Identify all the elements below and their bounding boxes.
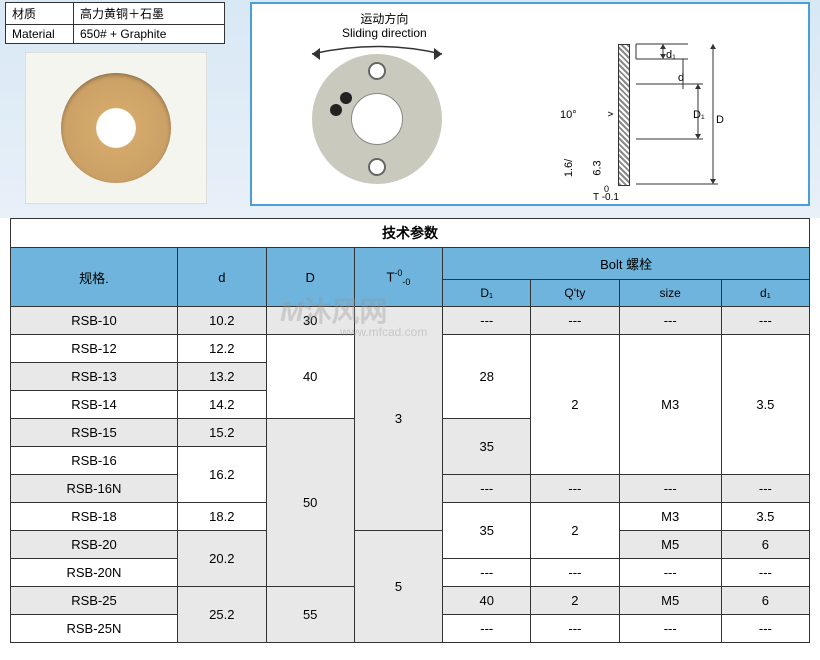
table-row: RSB-20 20.2 5 M5 6 <box>11 531 810 559</box>
table-row: RSB-10 10.2 30 3 --- --- --- --- <box>11 307 810 335</box>
col-d: d <box>177 248 266 307</box>
col-D1: D₁ <box>443 280 531 307</box>
material-table: 材质 高力黄铜＋石墨 Material 650# + Graphite <box>5 2 225 44</box>
surface1-label: 1.6/ <box>563 159 575 177</box>
table-title: 技术参数 <box>11 219 810 248</box>
angle-label: 10° <box>560 109 577 121</box>
dim-d-small: d <box>678 72 684 84</box>
dim-D: D <box>716 114 724 126</box>
dim-D1: D₁ <box>693 109 705 121</box>
side-view-diagram: d₁ d D₁ D 10° 1.6/ 6.3 T -0.1 0 <box>608 44 748 194</box>
col-d1: d₁ <box>721 280 809 307</box>
col-spec: 规格. <box>11 248 178 307</box>
material-label-en: Material <box>6 25 74 44</box>
dim-d1-small: d₁ <box>666 49 676 61</box>
col-size: size <box>619 280 721 307</box>
col-qty: Q'ty <box>531 280 619 307</box>
col-D: D <box>266 248 354 307</box>
spec-table: 技术参数 规格. d D T-0-0 Bolt 螺栓 D₁ Q'ty size … <box>10 218 810 643</box>
front-view-diagram <box>312 54 442 184</box>
top-section: 材质 高力黄铜＋石墨 Material 650# + Graphite 运动方向… <box>0 0 820 218</box>
material-value-cn: 高力黄铜＋石墨 <box>74 3 225 25</box>
col-bolt: Bolt 螺栓 <box>443 248 810 280</box>
material-value-en: 650# + Graphite <box>74 25 225 44</box>
left-column: 材质 高力黄铜＋石墨 Material 650# + Graphite <box>0 0 240 208</box>
product-image <box>25 52 207 204</box>
tol-zero: 0 <box>604 184 609 194</box>
col-T: T-0-0 <box>354 248 443 307</box>
material-label-cn: 材质 <box>6 3 74 25</box>
surface2-label: 6.3 <box>592 160 604 175</box>
diagram-box: 运动方向 Sliding direction <box>250 2 810 206</box>
